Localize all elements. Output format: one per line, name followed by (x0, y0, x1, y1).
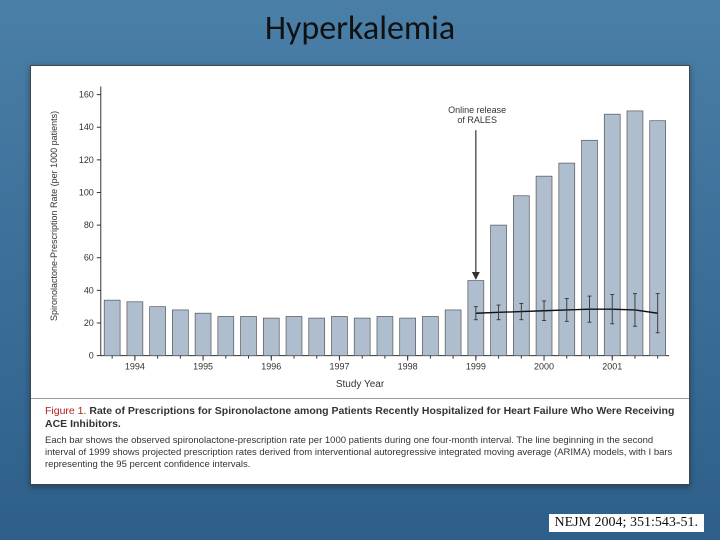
svg-text:0: 0 (89, 351, 94, 361)
svg-text:1996: 1996 (261, 362, 281, 372)
svg-text:1995: 1995 (193, 362, 213, 372)
x-axis-label: Study Year (336, 379, 384, 390)
chart-svg: 0 20 40 60 80 100 120 140 160 1994 1995 1996 1997 199… (31, 66, 689, 396)
svg-text:1997: 1997 (329, 362, 349, 372)
bar-chart: 0 20 40 60 80 100 120 140 160 1994 1995 1996 1997 199… (31, 66, 689, 396)
svg-text:140: 140 (79, 122, 94, 132)
y-axis-label: Spironolactone-Prescription Rate (per 10… (49, 111, 59, 321)
svg-text:2000: 2000 (534, 362, 554, 372)
caption-title-text: Rate of Prescriptions for Spironolactone… (45, 405, 674, 430)
citation: NEJM 2004; 351:543-51. (549, 514, 705, 532)
svg-text:60: 60 (84, 253, 94, 263)
annotation-label: Online releaseof RALES (437, 106, 517, 126)
caption-title-line: Figure 1. Rate of Prescriptions for Spir… (45, 405, 675, 431)
caption-body: Each bar shows the observed spironolacto… (45, 435, 675, 471)
svg-text:20: 20 (84, 318, 94, 328)
content-box: 0 20 40 60 80 100 120 140 160 1994 1995 1996 1997 199… (30, 65, 690, 485)
svg-text:80: 80 (84, 220, 94, 230)
slide: Hyperkalemia 0 20 40 60 80 100 120 140 160 1994 19… (0, 0, 720, 540)
svg-text:1994: 1994 (125, 362, 145, 372)
slide-title: Hyperkalemia (0, 6, 720, 57)
svg-text:40: 40 (84, 285, 94, 295)
figure-caption: Figure 1. Rate of Prescriptions for Spir… (31, 398, 689, 484)
svg-text:100: 100 (79, 187, 94, 197)
svg-text:1999: 1999 (466, 362, 486, 372)
svg-text:2001: 2001 (602, 362, 622, 372)
figure-label: Figure 1. (45, 405, 86, 417)
svg-text:160: 160 (79, 90, 94, 100)
svg-text:1998: 1998 (398, 362, 418, 372)
svg-text:120: 120 (79, 155, 94, 165)
